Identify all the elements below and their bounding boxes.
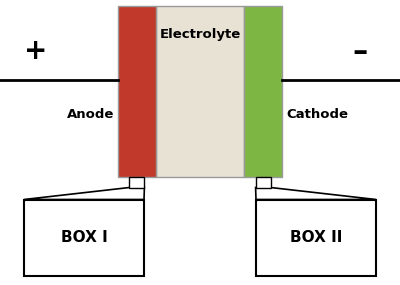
Bar <box>118 6 156 177</box>
Bar <box>129 177 144 188</box>
Polygon shape <box>256 188 376 199</box>
Bar <box>156 6 244 177</box>
Text: BOX I: BOX I <box>61 231 107 245</box>
Text: Electrolyte: Electrolyte <box>159 28 241 41</box>
Text: BOX II: BOX II <box>290 231 342 245</box>
Text: –: – <box>352 37 368 66</box>
Polygon shape <box>24 188 144 199</box>
Text: Anode: Anode <box>67 107 114 121</box>
Text: Cathode: Cathode <box>286 107 348 121</box>
Bar <box>244 6 282 177</box>
Bar <box>24 200 144 276</box>
Bar <box>256 200 376 276</box>
Text: +: + <box>24 37 48 65</box>
Bar <box>256 177 271 188</box>
